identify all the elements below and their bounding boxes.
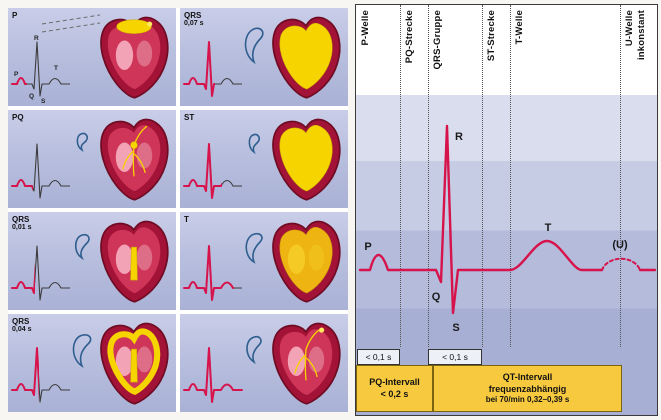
phase-panel-t: T	[180, 212, 348, 310]
mini-ecg-trace	[183, 245, 242, 301]
mini-label-s: S	[41, 98, 46, 104]
phase-name: QRS	[184, 11, 202, 20]
column-divider	[620, 5, 621, 347]
mini-ecg-trace	[183, 347, 243, 403]
phase-panel-p: P R T P Q S	[8, 8, 176, 106]
wave-label-p: P	[364, 241, 371, 253]
phase-label: QRS 0,04 s	[12, 317, 31, 334]
phase-name: PQ	[12, 113, 24, 122]
column-header-label: U-Welle	[624, 10, 635, 47]
heart-illustration	[272, 322, 341, 405]
phase-name: ST	[184, 113, 195, 122]
qt-interval-box: QT-Intervall frequenzabhängig bei 70/min…	[433, 365, 622, 412]
column-divider	[482, 5, 483, 347]
heart-illustration	[100, 16, 169, 99]
phase-panel-st: ST	[180, 110, 348, 208]
phase-label: P	[12, 11, 17, 20]
phase-panel-qrs-001: QRS 0,01 s	[8, 212, 176, 310]
mini-label-p: P	[14, 71, 19, 78]
phase-label: QRS 0,07 s	[184, 11, 203, 28]
mini-label-t: T	[54, 65, 58, 72]
column-header-label: T-Welle	[514, 10, 525, 45]
ecg-interval-diagram: P-Welle PQ-Strecke QRS-Gruppe ST-Strecke…	[355, 4, 658, 416]
phase-duration: 0,01 s	[12, 224, 32, 232]
heart-excitation-grid: P R T P Q S	[8, 8, 348, 412]
phase-name: P	[12, 11, 18, 20]
column-header-label: QRS-Gruppe	[432, 10, 443, 70]
phase-label: QRS 0,01 s	[12, 215, 31, 232]
phase-panel-qrs-007: QRS 0,07 s	[180, 8, 348, 106]
phase-duration: 0,04 s	[12, 326, 32, 334]
heart-illustration	[100, 322, 169, 405]
pq-interval-value: < 0,2 s	[380, 388, 409, 399]
mini-ecg-trace	[183, 143, 242, 199]
column-header-p-welle: P-Welle	[356, 10, 400, 96]
vector-loop-icon	[245, 232, 263, 264]
qt-interval-title: QT-Intervall	[502, 372, 553, 383]
vector-loop-icon	[248, 133, 260, 155]
column-header-st-strecke: ST-Strecke	[482, 10, 510, 96]
vector-loop-icon	[74, 233, 90, 261]
phase-label: T	[184, 215, 189, 224]
heart-illustration	[272, 220, 341, 303]
vector-loop-icon	[76, 132, 88, 153]
pq-interval-title: PQ-Intervall	[369, 377, 420, 388]
column-header-qrs-gruppe: QRS-Gruppe	[428, 10, 482, 96]
heart-illustration	[100, 220, 169, 303]
column-header-label: P-Welle	[360, 10, 371, 46]
wave-label-q: Q	[432, 291, 441, 303]
qrs-duration-box: < 0,1 s	[428, 349, 482, 365]
phase-duration: 0,07 s	[184, 20, 204, 28]
mini-label-r: R	[34, 35, 39, 42]
column-header-t-welle: T-Welle	[510, 10, 620, 96]
mini-ecg-trace	[11, 143, 70, 199]
mini-label-q: Q	[29, 93, 34, 100]
column-header-u-welle: U-Welle inkonstant	[620, 10, 658, 96]
heart-illustration	[272, 16, 341, 99]
phase-panel-pq: PQ	[8, 110, 176, 208]
phase-name: T	[184, 215, 189, 224]
pq-interval-box: PQ-Intervall < 0,2 s	[356, 365, 433, 412]
mini-ecg-trace: R T P Q S	[11, 35, 70, 104]
phase-name: QRS	[12, 317, 30, 326]
dashed-leader-lines-icon	[41, 14, 101, 33]
column-divider	[428, 5, 429, 347]
phase-name: QRS	[12, 215, 30, 224]
mini-ecg-trace	[183, 41, 242, 97]
heart-illustration	[272, 118, 341, 201]
phase-panel-qrs-004: QRS 0,04 s	[8, 314, 176, 412]
phase-panel-rest	[180, 314, 348, 412]
vector-loop-icon	[246, 335, 262, 365]
wave-label-u: (U)	[612, 239, 628, 251]
heart-illustration	[100, 118, 169, 201]
qt-interval-note: frequenzabhängig	[488, 383, 567, 394]
wave-label-r: R	[455, 131, 463, 143]
wave-label-s: S	[452, 322, 459, 334]
column-header-label: ST-Strecke	[486, 10, 497, 62]
qt-interval-value: bei 70/min 0,32–0,39 s	[485, 394, 570, 404]
column-header-label2: inkonstant	[636, 10, 647, 61]
vector-loop-icon	[244, 27, 264, 65]
column-divider	[510, 5, 511, 347]
column-header-pq-strecke: PQ-Strecke	[400, 10, 428, 96]
p-duration-box: < 0,1 s	[357, 349, 400, 365]
mini-ecg-trace	[11, 245, 70, 301]
ecg-trace: P Q R S T (U)	[358, 124, 657, 334]
mini-ecg-trace	[11, 347, 70, 403]
phase-label: PQ	[12, 113, 24, 122]
column-header-label: PQ-Strecke	[404, 10, 415, 64]
column-divider	[400, 5, 401, 347]
vector-loop-icon	[72, 334, 92, 369]
phase-label: ST	[184, 113, 194, 122]
u-wave-dotted-trace	[601, 257, 641, 271]
wave-label-t: T	[545, 222, 552, 234]
